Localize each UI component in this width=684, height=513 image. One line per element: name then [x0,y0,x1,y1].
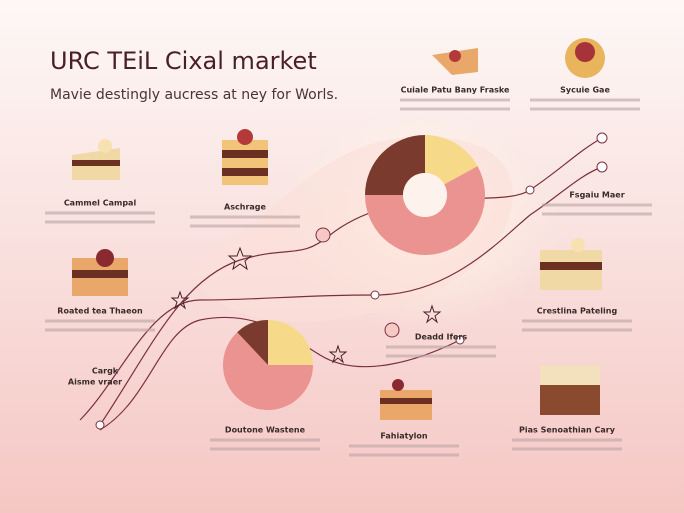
subtitle: Mavie destingly aucress at ney for Worls… [50,87,338,103]
label: Doutone Wastene [225,426,306,435]
title: URC TEiL Cixal market [50,47,317,75]
label: Deadd Ifers [415,333,468,342]
label: Roated tea Thaeon [57,307,143,316]
donut-slice [268,320,313,365]
stars [170,246,442,364]
text-placeholder [210,438,320,442]
text-placeholder [349,444,459,448]
label: Cargk [92,367,119,376]
text-placeholder [386,354,496,358]
label: Fsgaiu Maer [569,191,624,200]
text-placeholder [45,328,155,332]
donut-slice [223,332,313,410]
text-placeholder [386,345,496,349]
label: Cuiale Patu Bany Fraske [401,86,510,95]
text-placeholder [45,220,155,224]
text-placeholder [542,203,652,207]
label: Aisme vraer [68,378,122,387]
text-placeholder [530,98,640,102]
text-placeholder [530,107,640,111]
donut-slice [237,320,268,365]
cake-icons [72,38,605,420]
donut-slice [365,135,425,195]
text-placeholder [45,211,155,215]
donut-slice [365,166,486,255]
line-dots [95,132,608,430]
donut-hole [403,173,447,217]
text-placeholder [512,447,622,451]
text-placeholder [349,453,459,457]
text-placeholder [400,98,510,102]
label: Crestlina Pateling [537,307,618,316]
text-placeholder [522,328,632,332]
text-placeholder [190,215,300,219]
label: Fahiatylon [380,432,428,441]
text-placeholder [542,212,652,216]
donut-slice [425,135,478,185]
label: Pias Senoathian Cary [519,426,616,435]
label: Sycuie Gae [560,86,610,95]
text-placeholder [400,107,510,111]
text-placeholder [522,319,632,323]
label: Aschrage [224,203,266,212]
text-placeholder [512,438,622,442]
text-placeholder [190,224,300,228]
label: Cammel Campal [64,199,137,208]
text-placeholder [210,447,320,451]
text-placeholder [45,319,155,323]
